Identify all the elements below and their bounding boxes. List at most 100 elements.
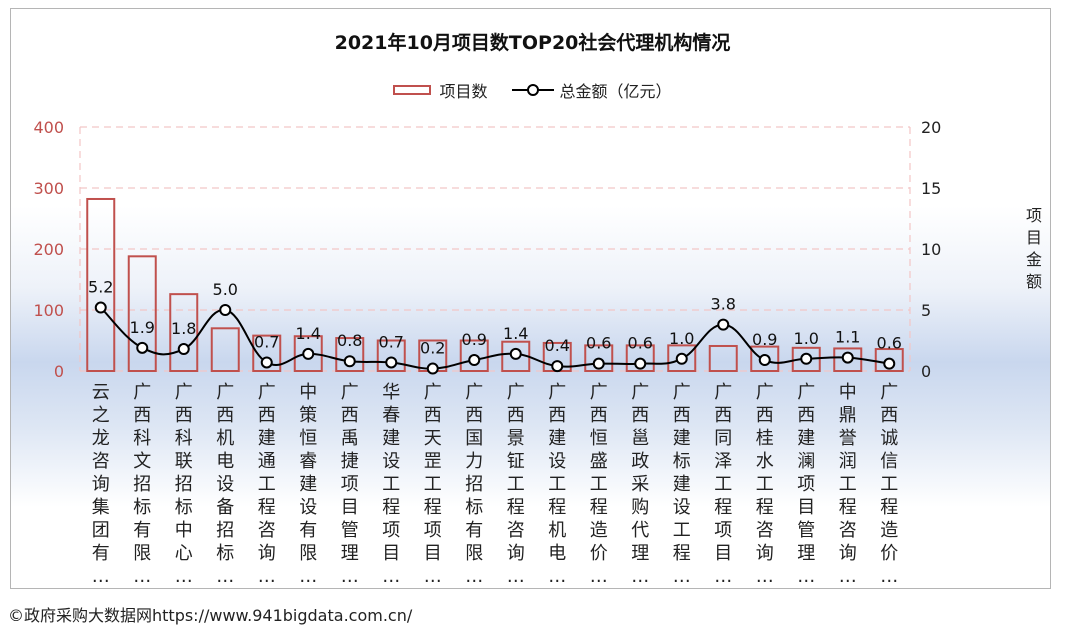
category-label-char: 程 bbox=[507, 497, 525, 518]
line-point bbox=[551, 360, 564, 373]
line-point bbox=[260, 356, 273, 369]
category-label-char: 西 bbox=[424, 405, 442, 426]
category-label-char: … bbox=[341, 566, 359, 587]
category-label-char: 程 bbox=[548, 497, 566, 518]
category-label-char: 价 bbox=[880, 543, 898, 564]
category-label-char: 睿 bbox=[299, 451, 317, 472]
legend-label-line: 总金额（亿元） bbox=[559, 82, 672, 101]
category-label-char: … bbox=[175, 566, 193, 587]
category-label-char: 西 bbox=[714, 405, 732, 426]
category-label-char: 机 bbox=[216, 428, 234, 449]
chart-legend: 项目数 总金额（亿元） bbox=[0, 78, 1065, 102]
category-label-char: 设 bbox=[673, 497, 691, 518]
category-label-char: 澜 bbox=[797, 451, 815, 472]
category-label-char: 询 bbox=[839, 543, 857, 564]
bar bbox=[625, 344, 655, 373]
data-label: 1.0 bbox=[794, 329, 819, 348]
category-label-char: 工 bbox=[258, 474, 276, 495]
category-label-char: 设 bbox=[299, 497, 317, 518]
data-label: 0.4 bbox=[545, 336, 570, 355]
data-label: 0.2 bbox=[420, 339, 445, 358]
line-point bbox=[177, 343, 190, 356]
category-label-char: 工 bbox=[548, 474, 566, 495]
category-label-char: 西 bbox=[341, 405, 359, 426]
y-right-tick-label: 20 bbox=[921, 118, 941, 137]
data-label: 5.0 bbox=[213, 280, 238, 299]
category-label-char: 标 bbox=[175, 497, 193, 518]
data-label: 3.8 bbox=[711, 295, 736, 314]
category-label-char: … bbox=[673, 566, 691, 587]
category-label-char: … bbox=[216, 566, 234, 587]
data-label: 0.6 bbox=[877, 334, 902, 353]
category-label-char: 团 bbox=[92, 520, 110, 541]
y-right-tick-label: 10 bbox=[921, 240, 941, 259]
category-label-char: 誉 bbox=[839, 428, 857, 449]
category-label-char: 西 bbox=[880, 405, 898, 426]
line-point bbox=[634, 357, 647, 370]
category-label-char: 标 bbox=[465, 497, 483, 518]
line-point bbox=[717, 318, 730, 331]
category-label-char: 工 bbox=[839, 474, 857, 495]
bar bbox=[127, 255, 157, 373]
category-label-char: 招 bbox=[175, 474, 193, 495]
category-label-char: 西 bbox=[756, 405, 774, 426]
category-label-char: 咨 bbox=[839, 520, 857, 541]
category-label-char: … bbox=[465, 566, 483, 587]
category-label-char: 有 bbox=[465, 520, 483, 541]
category-label-char: 咨 bbox=[92, 451, 110, 472]
category-label-char: 目 bbox=[341, 497, 359, 518]
data-label: 1.8 bbox=[171, 319, 196, 338]
bar bbox=[459, 339, 489, 372]
category-label-char: 诚 bbox=[880, 428, 898, 449]
category-label-char: 建 bbox=[548, 428, 566, 449]
category-label-char: … bbox=[258, 566, 276, 587]
category-label-char: 咨 bbox=[258, 520, 276, 541]
legend-line-swatch bbox=[511, 84, 554, 96]
line-point bbox=[136, 341, 149, 354]
bar bbox=[791, 346, 821, 373]
category-label-char: 项 bbox=[714, 520, 732, 541]
right-axis-title: 项目金额 bbox=[1025, 206, 1042, 291]
line-point bbox=[219, 304, 232, 316]
bar bbox=[584, 344, 614, 373]
category-label-char: … bbox=[797, 566, 815, 587]
category-label-char: 策 bbox=[299, 405, 317, 426]
data-label: 0.6 bbox=[586, 334, 611, 353]
category-label-char: 程 bbox=[424, 497, 442, 518]
category-label-char: 程 bbox=[880, 497, 898, 518]
category-label-char: 广 bbox=[341, 382, 359, 403]
line-point bbox=[343, 355, 356, 368]
category-label-char: 广 bbox=[258, 382, 276, 403]
category-label-char: … bbox=[590, 566, 608, 587]
category-label-char: 询 bbox=[92, 474, 110, 495]
category-label-char: 盛 bbox=[590, 451, 608, 472]
line-point bbox=[800, 352, 813, 365]
category-label-char: 泽 bbox=[714, 451, 732, 472]
category-label-char: 罡 bbox=[424, 451, 442, 472]
category-label-char: … bbox=[880, 566, 898, 587]
chart-title: 2021年10月项目数TOP20社会代理机构情况 bbox=[334, 32, 731, 54]
category-label-char: 同 bbox=[714, 428, 732, 449]
category-label-char: 程 bbox=[839, 497, 857, 518]
category-label-char: 采 bbox=[631, 474, 649, 495]
category-label-char: 建 bbox=[382, 428, 400, 449]
category-label-char: 标 bbox=[216, 543, 234, 564]
category-label-char: 西 bbox=[175, 405, 193, 426]
category-label-char: 限 bbox=[299, 543, 317, 564]
category-label-char: … bbox=[839, 566, 857, 587]
category-label-char: 建 bbox=[299, 474, 317, 495]
category-label-char: 限 bbox=[133, 543, 151, 564]
category-label-char: 询 bbox=[756, 543, 774, 564]
category-label-char: 景 bbox=[507, 428, 525, 449]
category-label-char: 恒 bbox=[590, 428, 608, 449]
category-label-char: 捷 bbox=[341, 451, 359, 472]
category-label-char: 管 bbox=[341, 520, 359, 541]
data-label: 1.1 bbox=[835, 328, 860, 347]
category-label-char: 恒 bbox=[299, 428, 317, 449]
category-label-char: 西 bbox=[507, 405, 525, 426]
category-label-char: 广 bbox=[590, 382, 608, 403]
category-label-char: 广 bbox=[797, 382, 815, 403]
category-label-char: 招 bbox=[216, 520, 234, 541]
category-label-char: 项 bbox=[382, 520, 400, 541]
category-label-char: 西 bbox=[216, 405, 234, 426]
